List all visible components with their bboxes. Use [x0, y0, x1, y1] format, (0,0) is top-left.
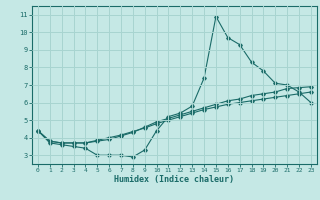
X-axis label: Humidex (Indice chaleur): Humidex (Indice chaleur) — [115, 175, 234, 184]
